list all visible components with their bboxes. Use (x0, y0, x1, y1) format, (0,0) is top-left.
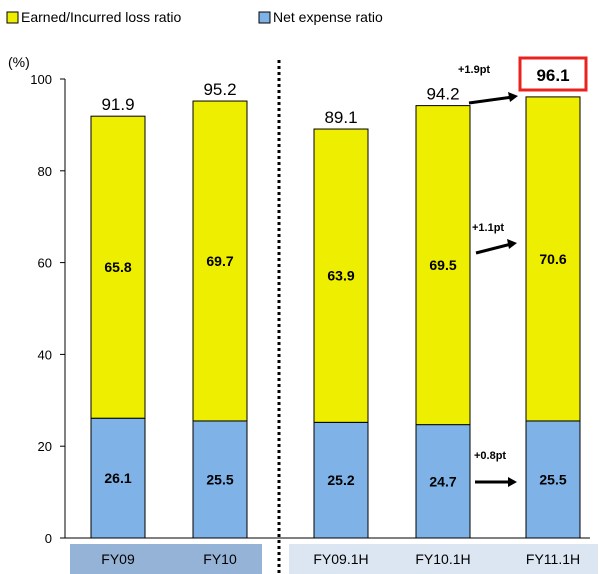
y-tick-label: 40 (38, 347, 52, 362)
annotation-expense-arrow-head (508, 477, 517, 487)
bar-segment-loss-ratio (313, 128, 369, 423)
data-label-total: 94.2 (426, 85, 459, 104)
data-label-loss-ratio: 65.8 (104, 259, 131, 275)
legend-label-loss-ratio: Earned/Incurred loss ratio (21, 9, 182, 25)
bar-segment-net-expense-ratio (313, 421, 369, 539)
bar-segment-net-expense-ratio (90, 417, 146, 539)
annotation-loss-ratio-change: +1.1pt (472, 222, 504, 234)
annotation-loss-arrow-line (475, 242, 512, 255)
data-label-loss-ratio: 69.5 (429, 257, 456, 273)
x-category-label: FY10 (203, 551, 237, 567)
category-band (289, 544, 598, 574)
highlight-total-box (518, 56, 588, 92)
y-tick-label: 80 (38, 164, 52, 179)
bar-segment-net-expense-ratio (525, 420, 581, 539)
y-axis-unit-label: (%) (8, 54, 30, 70)
data-label-loss-ratio: 63.9 (327, 268, 354, 284)
y-axis-ticks: 0 20 40 60 80 100 (30, 72, 65, 546)
annotations: +1.9pt +1.1pt +0.8pt (458, 64, 518, 487)
bar-segment-net-expense-ratio (415, 424, 471, 539)
annotation-loss-arrow-head (507, 239, 517, 249)
y-tick-label: 0 (45, 531, 52, 546)
data-label-net-expense-ratio: 24.7 (429, 473, 456, 489)
category-bands: FY09 FY10 FY09.1H FY10.1H FY11.1H (70, 544, 598, 574)
legend-swatch-loss-ratio (6, 11, 19, 24)
data-label-net-expense-ratio: 25.5 (539, 471, 566, 487)
data-label-net-expense-ratio: 25.5 (206, 471, 233, 487)
x-category-label: FY09 (101, 551, 135, 567)
x-category-label: FY11.1H (526, 551, 580, 567)
data-label-loss-ratio: 69.7 (206, 253, 233, 269)
annotation-expense-ratio-change: +0.8pt (474, 450, 506, 462)
data-label-total: 89.1 (324, 108, 357, 127)
y-tick-label: 60 (38, 256, 52, 271)
data-label-net-expense-ratio: 26.1 (104, 470, 131, 486)
bar-segment-loss-ratio (415, 105, 471, 426)
category-band (70, 544, 262, 574)
bar-segment-loss-ratio (90, 115, 146, 419)
data-label-net-expense-ratio: 25.2 (327, 472, 354, 488)
annotation-total-arrow-line (468, 95, 514, 105)
legend-label-expense-ratio: Net expense ratio (273, 9, 383, 25)
annotation-total-arrow-head (508, 92, 518, 102)
data-label-total: 91.9 (101, 95, 134, 114)
data-label-total: 95.2 (203, 80, 236, 99)
legend-swatch-expense-ratio (258, 11, 271, 24)
y-tick-label: 100 (30, 72, 52, 87)
y-tick-label: 20 (38, 439, 52, 454)
legend: Earned/Incurred loss ratio Net expense r… (6, 9, 383, 25)
data-label-loss-ratio: 70.6 (539, 251, 566, 267)
annotation-total-change: +1.9pt (458, 64, 490, 76)
bar-segment-loss-ratio (192, 100, 248, 422)
bar-segment-loss-ratio (525, 96, 581, 422)
data-label-total-highlight: 96.1 (536, 66, 569, 85)
x-category-label: FY10.1H (415, 551, 470, 567)
x-category-label: FY09.1H (313, 551, 368, 567)
bars: 26.1 65.8 91.9 25.5 69.7 95.2 25.2 63.9 89.1 24.7… (90, 56, 588, 539)
bar-segment-net-expense-ratio (192, 420, 248, 539)
